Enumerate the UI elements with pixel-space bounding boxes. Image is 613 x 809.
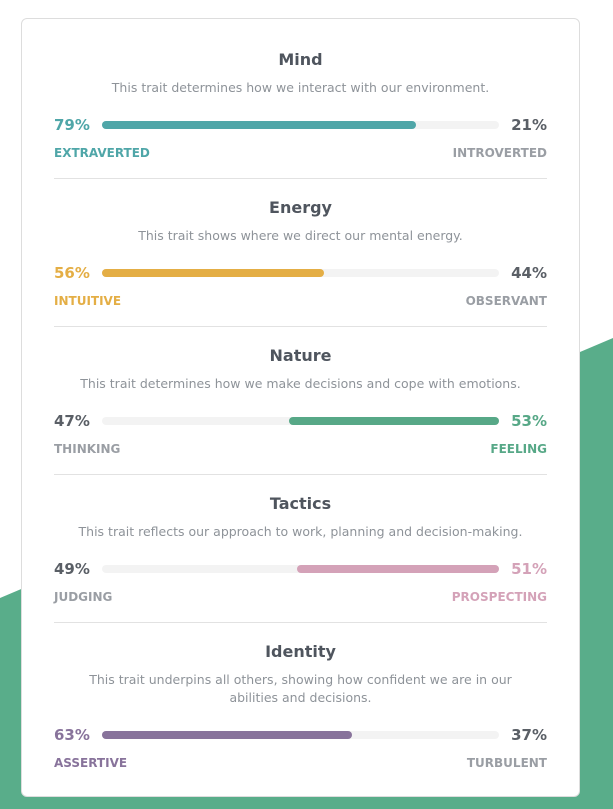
bar-fill [296, 565, 499, 573]
results-card: Mind This trait determines how we interac… [21, 18, 580, 797]
trait-bar-row: 47% 53% [54, 409, 547, 433]
right-label: OBSERVANT [465, 294, 547, 308]
left-percent: 47% [54, 412, 90, 430]
trait-title: Mind [278, 50, 323, 69]
right-percent: 51% [511, 560, 547, 578]
left-percent: 63% [54, 726, 90, 744]
right-percent: 53% [511, 412, 547, 430]
bar-track [102, 565, 499, 573]
trait-title: Energy [269, 198, 332, 217]
trait-labels: EXTRAVERTED INTROVERTED [54, 144, 547, 162]
bar-track [102, 269, 499, 277]
left-label: JUDGING [54, 590, 113, 604]
bar-fill [288, 417, 499, 425]
trait-description: This trait shows where we direct our men… [138, 228, 463, 243]
trait-section: Tactics This trait reflects our approach … [54, 475, 547, 623]
right-percent: 44% [511, 264, 547, 282]
left-label: ASSERTIVE [54, 756, 128, 770]
trait-section: Energy This trait shows where we direct o… [54, 179, 547, 327]
trait-description: This trait determines how we make decisi… [80, 376, 521, 391]
trait-bar-row: 49% 51% [54, 557, 547, 581]
trait-description: This trait reflects our approach to work… [78, 524, 523, 539]
bar-fill [102, 121, 416, 129]
trait-labels: JUDGING PROSPECTING [54, 588, 547, 606]
bar-fill [102, 731, 353, 739]
right-label: TURBULENT [466, 756, 547, 770]
trait-bar-row: 63% 37% [54, 723, 547, 747]
right-label: INTROVERTED [452, 146, 547, 160]
left-label: EXTRAVERTED [54, 146, 150, 160]
trait-bar-row: 56% 44% [54, 261, 547, 285]
left-percent: 49% [54, 560, 90, 578]
right-label: FEELING [490, 442, 547, 456]
bar-track [102, 731, 499, 739]
left-label: INTUITIVE [54, 294, 122, 308]
bar-track [102, 121, 499, 129]
bar-fill [102, 269, 325, 277]
right-percent: 37% [511, 726, 547, 744]
trait-bar-row: 79% 21% [54, 113, 547, 137]
left-percent: 56% [54, 264, 90, 282]
trait-labels: THINKING FEELING [54, 440, 547, 458]
trait-description: This trait determines how we interact wi… [111, 80, 490, 95]
trait-labels: INTUITIVE OBSERVANT [54, 292, 547, 310]
trait-section: Mind This trait determines how we interac… [54, 31, 547, 179]
left-label: THINKING [54, 442, 121, 456]
trait-labels: ASSERTIVE TURBULENT [54, 754, 547, 772]
bar-track [102, 417, 499, 425]
right-percent: 21% [511, 116, 547, 134]
trait-section: Nature This trait determines how we make … [54, 327, 547, 475]
trait-title: Tactics [269, 494, 332, 513]
left-percent: 79% [54, 116, 90, 134]
right-label: PROSPECTING [451, 590, 547, 604]
trait-title: Identity [265, 642, 336, 661]
trait-title: Nature [269, 346, 332, 365]
trait-section: Identity This trait underpins all others,… [54, 623, 547, 784]
trait-description: This trait underpins all others, showing… [89, 672, 512, 705]
